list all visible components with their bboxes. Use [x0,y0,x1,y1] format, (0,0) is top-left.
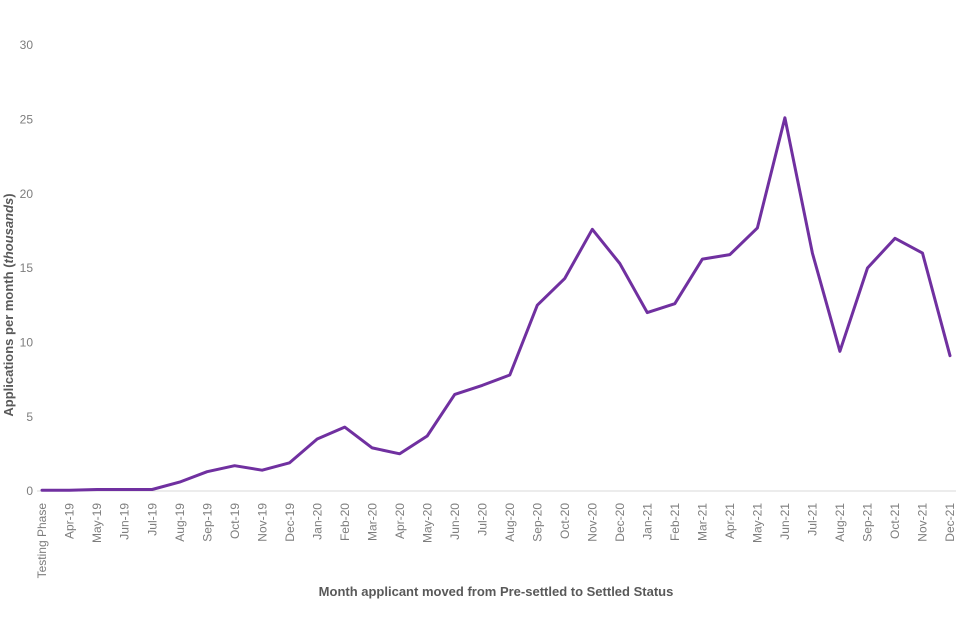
x-tick-label: May-21 [751,503,765,543]
x-tick-label: Apr-19 [63,503,77,539]
x-tick-label: Oct-20 [558,503,572,539]
x-tick-label: Jul-21 [806,503,820,536]
x-tick-label: May-19 [90,503,104,543]
x-tick-label: Mar-20 [365,503,379,541]
x-tick-label: Sep-21 [861,503,875,542]
y-tick-label: 25 [20,113,34,127]
y-tick-label: 0 [26,484,33,498]
data-series-line [40,116,952,492]
x-tick-label: Apr-20 [393,503,407,539]
x-tick-label: Oct-21 [888,503,902,539]
x-tick-label: Jan-20 [310,503,324,540]
x-axis-tick-labels: Testing Phase Apr-19 May-19 Jun-19 Jul-19 Aug… [35,503,957,579]
x-tick-label: Aug-20 [503,503,517,542]
y-tick-label: 10 [20,336,34,350]
x-tick-label: Testing Phase [35,503,49,579]
x-tick-label: Aug-19 [173,503,187,542]
y-axis-title-prefix: Applications per month ( [1,263,16,417]
x-tick-label: Jul-19 [145,503,159,536]
x-tick-label: May-20 [420,503,434,543]
y-axis-title-italic: thousands [1,198,16,264]
x-tick-label: Oct-19 [228,503,242,539]
x-tick-label: Nov-19 [255,503,269,542]
x-tick-label: Jun-19 [118,503,132,540]
y-tick-label: 30 [20,38,34,52]
x-tick-label: Dec-20 [613,503,627,542]
x-tick-label: Aug-21 [833,503,847,542]
x-tick-label: Sep-20 [531,503,545,542]
x-tick-label: Nov-21 [916,503,930,542]
x-tick-label: Mar-21 [696,503,710,541]
y-axis-title-suffix: ) [1,193,16,197]
x-tick-label: Jun-20 [448,503,462,540]
x-tick-label: Nov-20 [586,503,600,542]
y-axis-tick-labels: 0 5 10 15 20 25 30 [20,38,34,498]
x-tick-label: Sep-19 [200,503,214,542]
y-tick-label: 20 [20,187,34,201]
x-tick-label: Jan-21 [641,503,655,540]
x-tick-label: Apr-21 [723,503,737,539]
y-tick-label: 15 [20,261,34,275]
x-tick-label: Dec-21 [943,503,957,542]
y-tick-label: 5 [26,410,33,424]
x-tick-label: Jun-21 [778,503,792,540]
x-tick-label: Feb-20 [338,503,352,541]
x-axis-title: Month applicant moved from Pre-settled t… [319,584,674,599]
x-tick-label: Feb-21 [668,503,682,541]
x-tick-label: Dec-19 [283,503,297,542]
y-axis-title: Applications per month (thousands) [1,193,16,416]
x-tick-label: Jul-20 [475,503,489,536]
